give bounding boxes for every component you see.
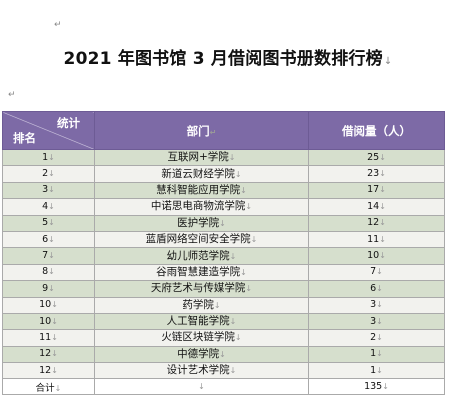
dept-cell: 天府艺术与传媒学院↓ [94,280,309,298]
table-row: 2↓ 新道云财经学院↓ 23↓ [2,165,445,183]
total-count: 135↓ [308,378,445,396]
rank-cell: 1↓ [2,148,95,167]
dept-cell: 互联网+学院↓ [94,148,309,167]
dept-cell: 中德学院↓ [94,345,309,364]
table-row: 5↓ 医护学院↓ 12↓ [2,214,445,232]
count-cell: 12↓ [308,214,445,232]
table-row: 9↓ 天府艺术与传媒学院↓ 6↓ [2,280,445,298]
table-row: 4↓ 中诺思电商物流学院↓ 14↓ [2,198,445,216]
rank-cell: 12↓ [2,362,95,380]
table-row: 11↓ 火链区块链学院↓ 2↓ [2,329,445,347]
dept-cell: 人工智能学院↓ [94,312,309,331]
count-cell: 2↓ [308,329,445,347]
count-cell: 1↓ [308,362,445,380]
count-cell: 3↓ [308,312,445,331]
table-row: 6↓ 蓝盾网络空间安全学院↓ 11↓ [2,230,445,249]
table-row: 12↓ 设计艺术学院↓ 1↓ [2,362,445,380]
header-stat-label: 统计 [57,116,80,130]
rank-cell: 10↓ [2,312,95,331]
diagonal-header-cell: 统计 排名 [2,111,95,150]
page-title: 2021 年图书馆 3 月借阅图书册数排行榜↓ [63,49,393,69]
rank-cell: 10↓ [2,296,95,314]
paragraph-mark: ↵ [54,20,62,30]
table-row: 10↓ 人工智能学院↓ 3↓ [2,312,445,331]
table-row: 3↓ 慧科智能应用学院↓ 17↓ [2,181,445,200]
rank-cell: 12↓ [2,345,95,364]
count-cell: 3↓ [308,296,445,314]
header-count: 借阅量（人） [308,111,445,150]
table-row: 7↓ 幼儿师范学院↓ 10↓ [2,247,445,265]
table-row: 8↓ 谷雨智慧建造学院↓ 7↓ [2,263,445,282]
ranking-table: 统计 排名 部门↵ 借阅量（人） 1↓ 互联网+学院↓ 25↓ 2↓ 新道云财经… [2,111,445,396]
header-dept: 部门↵ [94,111,309,150]
count-cell: 10↓ [308,247,445,265]
count-cell: 23↓ [308,165,445,183]
rank-cell: 2↓ [2,165,95,183]
dept-cell: 火链区块链学院↓ [94,329,309,347]
total-row: 合计↓ ↓ 135↓ [2,378,445,396]
dept-cell: 谷雨智慧建造学院↓ [94,263,309,282]
rank-cell: 3↓ [2,181,95,200]
count-cell: 7↓ [308,263,445,282]
dept-cell: 慧科智能应用学院↓ [94,181,309,200]
rank-cell: 9↓ [2,280,95,298]
count-cell: 17↓ [308,181,445,200]
count-cell: 6↓ [308,280,445,298]
total-empty: ↓ [94,378,309,396]
dept-cell: 幼儿师范学院↓ [94,247,309,265]
header-rank-label: 排名 [13,131,36,145]
paragraph-mark: ↵ [8,90,16,100]
count-cell: 25↓ [308,148,445,167]
dept-cell: 药学院↓ [94,296,309,314]
table-row: 10↓ 药学院↓ 3↓ [2,296,445,314]
count-cell: 14↓ [308,198,445,216]
dept-cell: 蓝盾网络空间安全学院↓ [94,230,309,249]
table-header-row: 统计 排名 部门↵ 借阅量（人） [2,111,445,150]
rank-cell: 4↓ [2,198,95,216]
table-row: 1↓ 互联网+学院↓ 25↓ [2,148,445,167]
rank-cell: 5↓ [2,214,95,232]
total-label: 合计↓ [2,378,95,396]
dept-cell: 中诺思电商物流学院↓ [94,198,309,216]
rank-cell: 6↓ [2,230,95,249]
rank-cell: 11↓ [2,329,95,347]
count-cell: 11↓ [308,230,445,249]
table-row: 12↓ 中德学院↓ 1↓ [2,345,445,364]
dept-cell: 医护学院↓ [94,214,309,232]
dept-cell: 新道云财经学院↓ [94,165,309,183]
dept-cell: 设计艺术学院↓ [94,362,309,380]
rank-cell: 7↓ [2,247,95,265]
rank-cell: 8↓ [2,263,95,282]
count-cell: 1↓ [308,345,445,364]
